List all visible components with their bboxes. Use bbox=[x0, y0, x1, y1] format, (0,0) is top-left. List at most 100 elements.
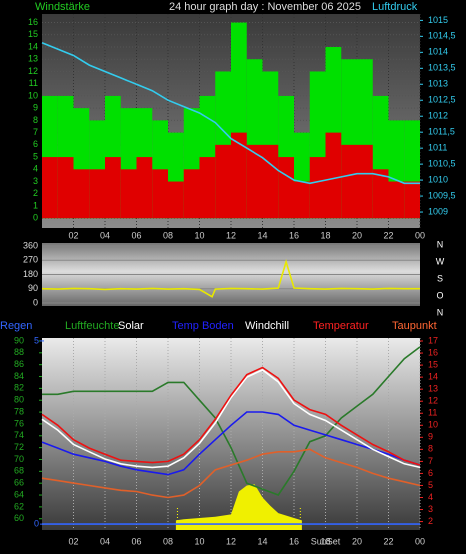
x-tick-label: 06 bbox=[131, 230, 141, 240]
y2-tick-label: 7 bbox=[428, 456, 433, 466]
y-tick-label: 80 bbox=[14, 395, 24, 405]
y2-tick-label: 8 bbox=[428, 444, 433, 454]
y2-tick-label: 5 bbox=[428, 480, 433, 490]
x-tick-label: 14 bbox=[257, 230, 267, 240]
y2-tick-label: 9 bbox=[428, 432, 433, 442]
x-tick-label: 00 bbox=[415, 230, 425, 240]
wind-bar bbox=[199, 157, 216, 219]
compass-label: N bbox=[437, 239, 444, 249]
wind-label: Windstärke bbox=[35, 1, 90, 13]
x-tick-label: 20 bbox=[352, 536, 362, 546]
y2-tick-label: 1011 bbox=[428, 143, 447, 153]
x-tick-label: 18 bbox=[320, 230, 330, 240]
y2-tick-label: 12 bbox=[428, 396, 438, 406]
y-tick-label: 72 bbox=[14, 442, 24, 452]
y2-tick-label: 2 bbox=[428, 516, 433, 526]
y-tick-label: 360 bbox=[23, 240, 38, 250]
x-tick-label: 18 bbox=[320, 536, 330, 546]
compass-label: W bbox=[436, 256, 445, 266]
wind-bar bbox=[325, 132, 342, 219]
chart-title: 24 hour graph day : November 06 2025 bbox=[169, 1, 361, 13]
y2-tick-label: 13 bbox=[428, 384, 438, 394]
y2-tick-label: 4 bbox=[428, 492, 433, 502]
x-tick-label: 16 bbox=[289, 536, 299, 546]
x-tick-label: 14 bbox=[257, 536, 267, 546]
y-tick-label: 9 bbox=[33, 103, 38, 113]
series-line bbox=[41, 366, 421, 466]
y-tick-label: 14 bbox=[28, 41, 38, 51]
y2-tick-label: 1010,5 bbox=[428, 158, 456, 168]
x-tick-label: 10 bbox=[194, 230, 204, 240]
y2-tick-label: 1009,5 bbox=[428, 190, 456, 200]
y2-tick-label: 1011,5 bbox=[428, 127, 455, 137]
x-tick-label: 16 bbox=[289, 230, 299, 240]
y-tick-label: 76 bbox=[14, 418, 24, 428]
wind-bar bbox=[105, 157, 121, 219]
wind-bar bbox=[278, 157, 294, 219]
wind-bar bbox=[388, 181, 405, 219]
y2-tick-label: 1014,5 bbox=[428, 31, 456, 41]
x-tick-label: 12 bbox=[226, 230, 236, 240]
wind-bar bbox=[168, 181, 184, 219]
y2-tick-label: 1013 bbox=[428, 79, 448, 89]
wind-bar bbox=[404, 181, 420, 219]
series-line bbox=[41, 41, 420, 185]
y-tick-label: 84 bbox=[14, 371, 24, 381]
y-tick-label: 86 bbox=[14, 359, 24, 369]
series-line bbox=[41, 259, 420, 298]
y2-tick-label: 1009 bbox=[428, 206, 448, 216]
y-tick-label: 74 bbox=[14, 430, 24, 440]
y-tick-label: 10 bbox=[28, 90, 38, 100]
y-tick-label: 3 bbox=[33, 176, 38, 186]
y2-tick-label: 3 bbox=[428, 504, 433, 514]
y-tick-label: 0 bbox=[33, 297, 38, 307]
series-line bbox=[42, 346, 421, 496]
y2-tick-label: 1012,5 bbox=[428, 95, 456, 105]
wind-bar bbox=[42, 157, 58, 219]
y2-tick-label: 16 bbox=[428, 347, 438, 357]
y-tick-label: 88 bbox=[14, 347, 24, 357]
y-tick-label: 64 bbox=[14, 489, 24, 499]
x-tick-label: 08 bbox=[163, 536, 173, 546]
x-tick-label: 04 bbox=[100, 230, 110, 240]
y-tick-label: 180 bbox=[23, 269, 38, 279]
y2-tick-label: 14 bbox=[428, 371, 438, 381]
wind-bar bbox=[136, 157, 153, 219]
y-tick-label: 0 bbox=[33, 213, 38, 223]
y-tick-label: 11 bbox=[29, 78, 38, 88]
y-tick-label: 70 bbox=[14, 454, 24, 464]
wind-bar bbox=[89, 169, 105, 219]
x-tick-label: 00 bbox=[415, 536, 425, 546]
y2-tick-label: 1010 bbox=[428, 174, 448, 184]
y-tick-label: 62 bbox=[14, 501, 24, 511]
legend-label: Solar bbox=[118, 320, 144, 332]
y-tick-label: 12 bbox=[28, 66, 38, 76]
y3-tick-label: 0 bbox=[34, 519, 39, 529]
y-tick-label: 2 bbox=[33, 188, 38, 198]
x-tick-label: 22 bbox=[383, 536, 393, 546]
y-tick-label: 4 bbox=[33, 164, 38, 174]
series-line bbox=[41, 411, 421, 476]
y-tick-label: 1 bbox=[33, 200, 38, 210]
y-tick-label: 270 bbox=[23, 255, 38, 265]
y-tick-label: 16 bbox=[28, 17, 38, 27]
y2-tick-label: 1013,5 bbox=[428, 63, 456, 73]
compass-label: S bbox=[437, 273, 443, 283]
wind-bar bbox=[73, 169, 90, 219]
wind-bar bbox=[294, 181, 310, 219]
legend-label: Temperatur bbox=[313, 320, 369, 332]
wind-bar bbox=[341, 144, 357, 219]
wind-bar bbox=[120, 169, 137, 219]
y-tick-label: 68 bbox=[14, 466, 24, 476]
y-tick-label: 82 bbox=[14, 383, 24, 393]
x-tick-label: 10 bbox=[194, 536, 204, 546]
y-tick-label: 66 bbox=[14, 478, 24, 488]
wind-bar bbox=[246, 144, 263, 219]
y2-tick-label: 1012 bbox=[428, 111, 448, 121]
y-tick-label: 5 bbox=[33, 151, 38, 161]
legend-label: Temp Boden bbox=[172, 320, 234, 332]
series-line bbox=[41, 448, 421, 499]
x-tick-label: 22 bbox=[383, 230, 393, 240]
